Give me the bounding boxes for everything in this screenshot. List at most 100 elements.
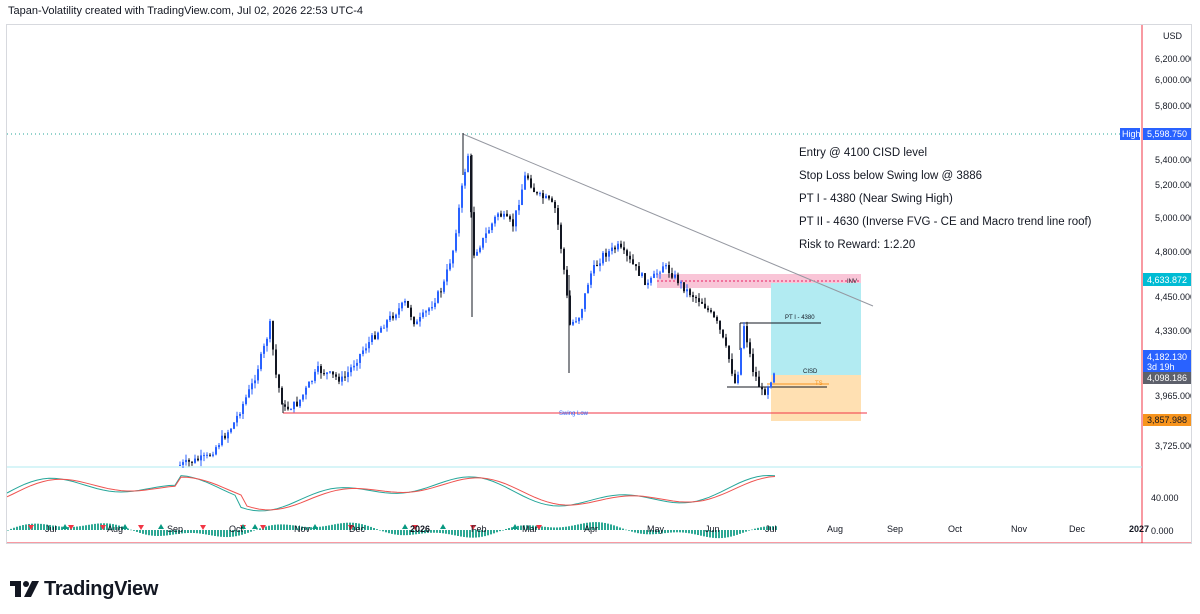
histogram-bar <box>535 525 537 530</box>
stop-tag: 3,857.988 <box>1143 414 1191 426</box>
candle-body <box>326 372 328 375</box>
histogram-bar <box>565 526 567 530</box>
candle-body <box>290 409 292 411</box>
candle-body <box>599 263 601 266</box>
histogram-bar <box>373 528 375 530</box>
candle-body <box>179 464 181 466</box>
histogram-bar <box>337 523 339 530</box>
price-axis[interactable]: 6,200.000 6,000.000 5,800.000 5,400.000 5,20… <box>1155 54 1192 451</box>
histogram-bar <box>214 530 216 537</box>
time-axis[interactable]: Jul Aug Sep Oct Nov Dec 2026 Feb Mar Apr May Jun Jul… <box>45 524 1149 534</box>
histogram-bar <box>658 530 660 534</box>
histogram-bar <box>181 530 183 534</box>
candle-body <box>698 298 700 302</box>
candle-body <box>497 213 499 217</box>
histogram-bar <box>34 523 36 530</box>
histogram-bar <box>679 530 681 533</box>
histogram-bar <box>19 525 21 530</box>
chart-pane[interactable]: INV PT I - 4380 CISD TS Swing Low USD 6,… <box>6 24 1192 544</box>
candle-body <box>707 308 709 311</box>
attribution-text: Tapan-Volatility created with TradingVie… <box>8 5 364 17</box>
histogram-bar <box>610 524 612 530</box>
profit-zone[interactable] <box>771 283 861 375</box>
candle-body <box>389 315 391 321</box>
histogram-bar <box>118 525 120 530</box>
note-risk-reward: Risk to Reward: 1:2.20 <box>799 239 916 251</box>
candle-body <box>647 282 649 285</box>
histogram-bar <box>466 530 468 538</box>
sell-signal-marker <box>28 525 34 530</box>
candle-body <box>386 320 388 328</box>
high-tag-label: High <box>1122 129 1141 139</box>
histogram-bar <box>670 530 672 533</box>
histogram-bar <box>298 526 300 530</box>
histogram-bar <box>292 525 294 530</box>
histogram-bar <box>640 530 642 534</box>
candle-body <box>608 251 610 257</box>
candlestick-series[interactable] <box>179 133 775 468</box>
histogram-bar <box>430 530 432 533</box>
histogram-bar <box>16 526 18 530</box>
tradingview-logo[interactable]: TradingView <box>10 576 158 602</box>
candle-body <box>566 269 568 296</box>
histogram-bar <box>469 530 471 538</box>
candle-body <box>644 273 646 285</box>
candle-body <box>299 399 301 407</box>
histogram-bar <box>439 530 441 533</box>
histogram-bar <box>574 525 576 530</box>
pt1-label: PT I - 4380 <box>785 315 815 321</box>
candle-body <box>452 250 454 264</box>
histogram-bar <box>178 530 180 534</box>
histogram-bar <box>685 530 687 533</box>
histogram-bar <box>28 523 30 530</box>
histogram-bar <box>505 528 507 530</box>
candle-body <box>476 251 478 256</box>
histogram-bar <box>403 530 405 536</box>
histogram-bar <box>442 530 444 534</box>
histogram-bar <box>247 530 249 533</box>
sell-signal-marker <box>412 525 418 530</box>
candle-body <box>248 389 250 398</box>
histogram-bar <box>661 530 663 534</box>
candle-body <box>719 320 721 330</box>
candle-body <box>305 387 307 395</box>
candle-body <box>260 353 262 370</box>
histogram-bar <box>109 523 111 530</box>
candle-body <box>755 372 757 377</box>
candle-body <box>221 435 223 446</box>
histogram-bar <box>61 526 63 530</box>
histogram-bar <box>388 530 390 534</box>
histogram-bar <box>280 524 282 530</box>
candle-body <box>443 281 445 292</box>
histogram-bar <box>106 523 108 530</box>
histogram-bar <box>406 530 408 536</box>
currency-label: USD <box>1163 31 1183 41</box>
candle-body <box>356 362 358 366</box>
candle-body <box>641 273 643 276</box>
candle-body <box>392 315 394 319</box>
histogram-bar <box>481 530 483 537</box>
histogram-bar <box>601 522 603 530</box>
histogram-bar <box>643 530 645 535</box>
histogram-bar <box>727 530 729 538</box>
histogram-bar <box>190 530 192 533</box>
candle-body <box>197 458 199 461</box>
time-label: Apr <box>584 524 598 534</box>
candle-body <box>404 301 406 303</box>
candle-body <box>695 296 697 299</box>
histogram-bar <box>499 530 501 532</box>
oscillator-pane[interactable] <box>7 474 777 539</box>
sell-signal-marker <box>260 525 266 530</box>
indicator-tick-40: 40.000 <box>1151 493 1179 503</box>
candle-body <box>230 428 232 433</box>
histogram-bar <box>664 530 666 534</box>
histogram-bar <box>385 530 387 533</box>
histogram-bar <box>274 524 276 530</box>
footer: TradingView <box>0 548 1200 614</box>
macro-trendline[interactable] <box>462 133 874 307</box>
candle-body <box>764 389 766 395</box>
countdown-value: 3d 19h <box>1147 362 1175 372</box>
histogram-bar <box>253 530 255 531</box>
histogram-bar <box>775 526 777 530</box>
chart-canvas[interactable]: INV PT I - 4380 CISD TS Swing Low USD 6,… <box>7 25 1192 544</box>
